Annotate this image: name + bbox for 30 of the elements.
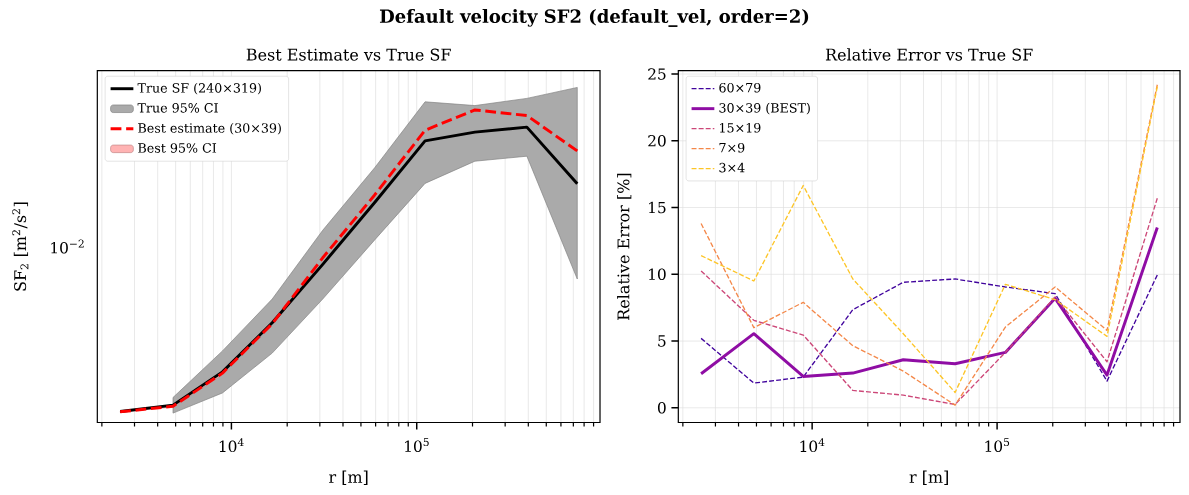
line-series bbox=[699, 226, 1159, 378]
y-axis-title: SF$_{2}$ [m$^{2}$/s$^{2}$] bbox=[12, 202, 29, 291]
legend-label: True SF (240×319) bbox=[137, 82, 261, 95]
legend-label: True 95% CI bbox=[137, 103, 218, 113]
legend-label: 60×79 bbox=[719, 82, 761, 93]
text: Default velocity SF2 (default_vel, order=2) bbox=[379, 9, 809, 27]
y-tick-label: 5 bbox=[658, 335, 666, 347]
line-series bbox=[700, 197, 1158, 406]
legend-label: 3×4 bbox=[719, 162, 745, 173]
y-tick-label: 10 bbox=[649, 268, 666, 281]
legend-label: Best estimate (30×39) bbox=[138, 122, 281, 135]
legend-label: 30×39 (BEST) bbox=[719, 102, 810, 115]
x-tick-label: 10$^{5}$ bbox=[985, 438, 1010, 452]
y-tick-label: 25 bbox=[648, 68, 666, 80]
x-axis-title: r [m] bbox=[329, 470, 368, 485]
legend-label: Best 95% CI bbox=[138, 143, 217, 153]
text: 10$^{−2}$ bbox=[51, 239, 84, 254]
y-tick-label: 20 bbox=[648, 134, 666, 147]
y-tick-label: 15 bbox=[649, 201, 666, 214]
line-series bbox=[700, 274, 1158, 384]
chart-title: Best Estimate vs True SF bbox=[246, 48, 451, 61]
y-tick-label: 0 bbox=[657, 402, 666, 414]
y-axis-title: Relative Error [%] bbox=[617, 173, 632, 320]
x-axis-title: r [m] bbox=[909, 470, 948, 485]
chart-title: Relative Error vs True SF bbox=[825, 48, 1033, 61]
x-tick-label: 10$^{4}$ bbox=[800, 438, 825, 453]
legend-label: 7×9 bbox=[719, 142, 745, 153]
x-tick-label: 10$^{4}$ bbox=[219, 438, 244, 453]
x-tick-label: 10$^{5}$ bbox=[405, 438, 429, 452]
legend-label: 15×19 bbox=[720, 122, 761, 133]
